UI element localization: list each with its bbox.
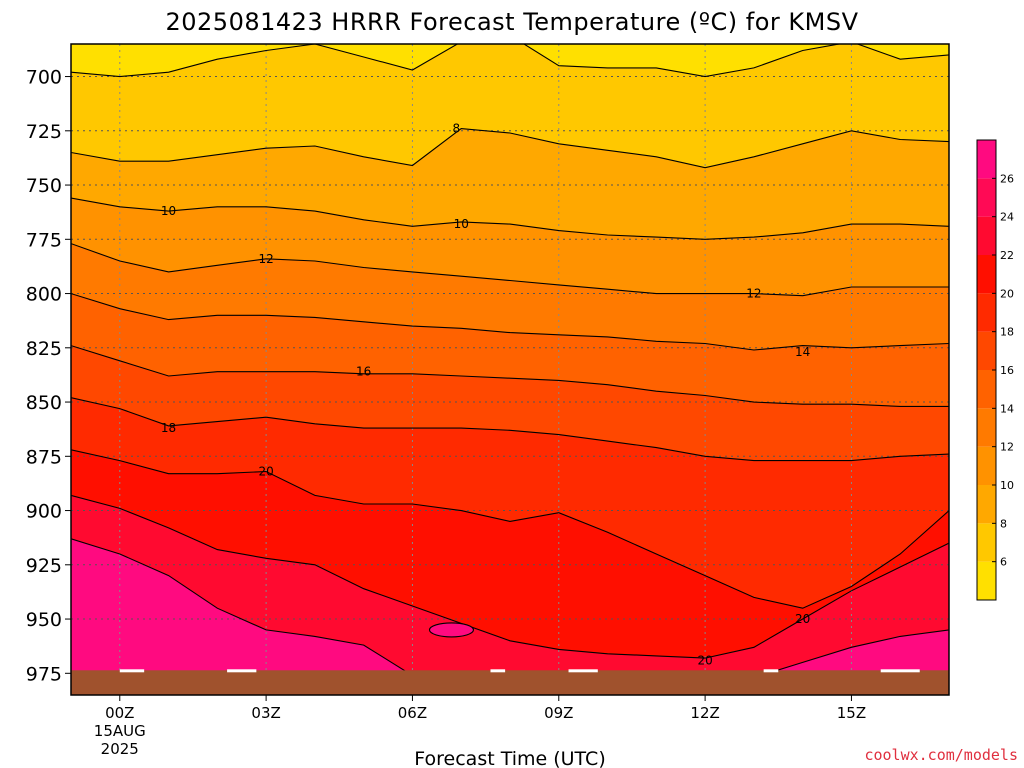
contour-label: 20: [697, 653, 712, 667]
x-axis-title: Forecast Time (UTC): [414, 748, 605, 768]
credit-link[interactable]: coolwx.com/models: [864, 746, 1018, 764]
contour-label: 12: [258, 252, 273, 266]
surface-marker: [227, 669, 257, 673]
y-tick-label: 775: [26, 229, 62, 251]
colorbar-tick-label: 24: [1000, 211, 1014, 224]
contour-12: [71, 243, 949, 297]
surface-marker: [880, 669, 920, 673]
contour-10: [71, 197, 949, 240]
contour-label: 10: [161, 204, 176, 218]
colorbar-tick-label: 26: [1000, 172, 1014, 185]
contour-label: 18: [161, 421, 176, 435]
contour-label: 14: [795, 345, 810, 359]
colorbar-segment: [977, 446, 996, 485]
x-tick-label: 12Z: [690, 704, 719, 722]
y-tick-label: 925: [26, 555, 62, 577]
y-tick-label: 850: [26, 392, 62, 414]
y-tick-label: 950: [26, 609, 62, 631]
colorbar-segment: [977, 485, 996, 524]
colorbar-segment: [977, 370, 996, 409]
x-tick-label: 09Z: [544, 704, 573, 722]
colorbar-segment: [977, 140, 996, 179]
colorbar-tick-label: 22: [1000, 249, 1014, 262]
colorbar-segment: [977, 408, 996, 447]
colorbar-segment: [977, 255, 996, 294]
x-tick-label-date: 15AUG: [94, 722, 146, 740]
chart-title: 2025081423 HRRR Forecast Temperature (ºC…: [165, 8, 858, 36]
colorbar-segment: [977, 216, 996, 255]
surface-marker: [568, 669, 598, 673]
contour-22: [71, 494, 949, 659]
colorbar-tick-label: 16: [1000, 364, 1014, 377]
band-below-24: [71, 538, 949, 695]
colorbar-segment: [977, 523, 996, 562]
y-tick-label: 725: [26, 121, 62, 143]
ground-fill: [71, 670, 949, 695]
contour-20: [71, 449, 949, 609]
contour-8: [71, 128, 949, 169]
colorbar-tick-label: 10: [1000, 479, 1014, 492]
contour-fills: [71, 44, 949, 695]
y-tick-label: 875: [26, 446, 62, 468]
contour-label: 20: [795, 612, 810, 626]
colorbar-tick-label: 14: [1000, 402, 1014, 415]
contour-lines: [71, 44, 949, 679]
contour-label: 16: [356, 365, 371, 379]
colorbar-tick-label: 8: [1000, 517, 1007, 530]
y-tick-label: 975: [26, 663, 62, 685]
colorbar-tick-label: 18: [1000, 326, 1014, 339]
y-axis: 700 725 750 775 800 825 850 875 900 925 950 975: [26, 67, 71, 685]
contour-18: [71, 397, 949, 462]
contour-label: 8: [453, 122, 461, 136]
contour-14: [71, 293, 949, 351]
contour-pocket: [428, 622, 475, 638]
y-tick-label: 700: [26, 67, 62, 89]
y-tick-label: 825: [26, 338, 62, 360]
y-tick-label: 750: [26, 175, 62, 197]
contour-label: 12: [746, 287, 761, 301]
contour-label: 20: [258, 464, 273, 478]
x-tick-label: 00Z: [105, 704, 134, 722]
colorbar-tick-label: 20: [1000, 287, 1014, 300]
surface-marker: [119, 669, 145, 673]
contour-labels: 8 10 10 12 12 14 16 18 20 20 20: [161, 122, 810, 668]
grid: [71, 44, 949, 695]
x-tick-label: 15Z: [837, 704, 866, 722]
surface-marker: [490, 669, 506, 673]
plot-frame: [70, 43, 950, 696]
x-tick-label: 03Z: [251, 704, 280, 722]
colorbar-segment: [977, 293, 996, 332]
colorbar-segment: [977, 178, 996, 217]
colorbar-segment: [977, 561, 996, 600]
colorbar-segment: [977, 331, 996, 370]
ground: [71, 669, 949, 695]
contour-6: [71, 44, 949, 78]
y-tick-label: 900: [26, 501, 62, 523]
colorbar: 6 8 10 12 14 16 18 20 22 24 26: [976, 139, 1014, 601]
contour-label: 10: [454, 217, 469, 231]
x-tick-label-year: 2025: [101, 740, 139, 758]
colorbar-tick-label: 12: [1000, 441, 1014, 454]
y-tick-label: 800: [26, 284, 62, 306]
colorbar-tick-label: 6: [1000, 556, 1007, 569]
surface-marker: [763, 669, 779, 673]
contour-16: [71, 345, 949, 407]
x-tick-label: 06Z: [398, 704, 427, 722]
